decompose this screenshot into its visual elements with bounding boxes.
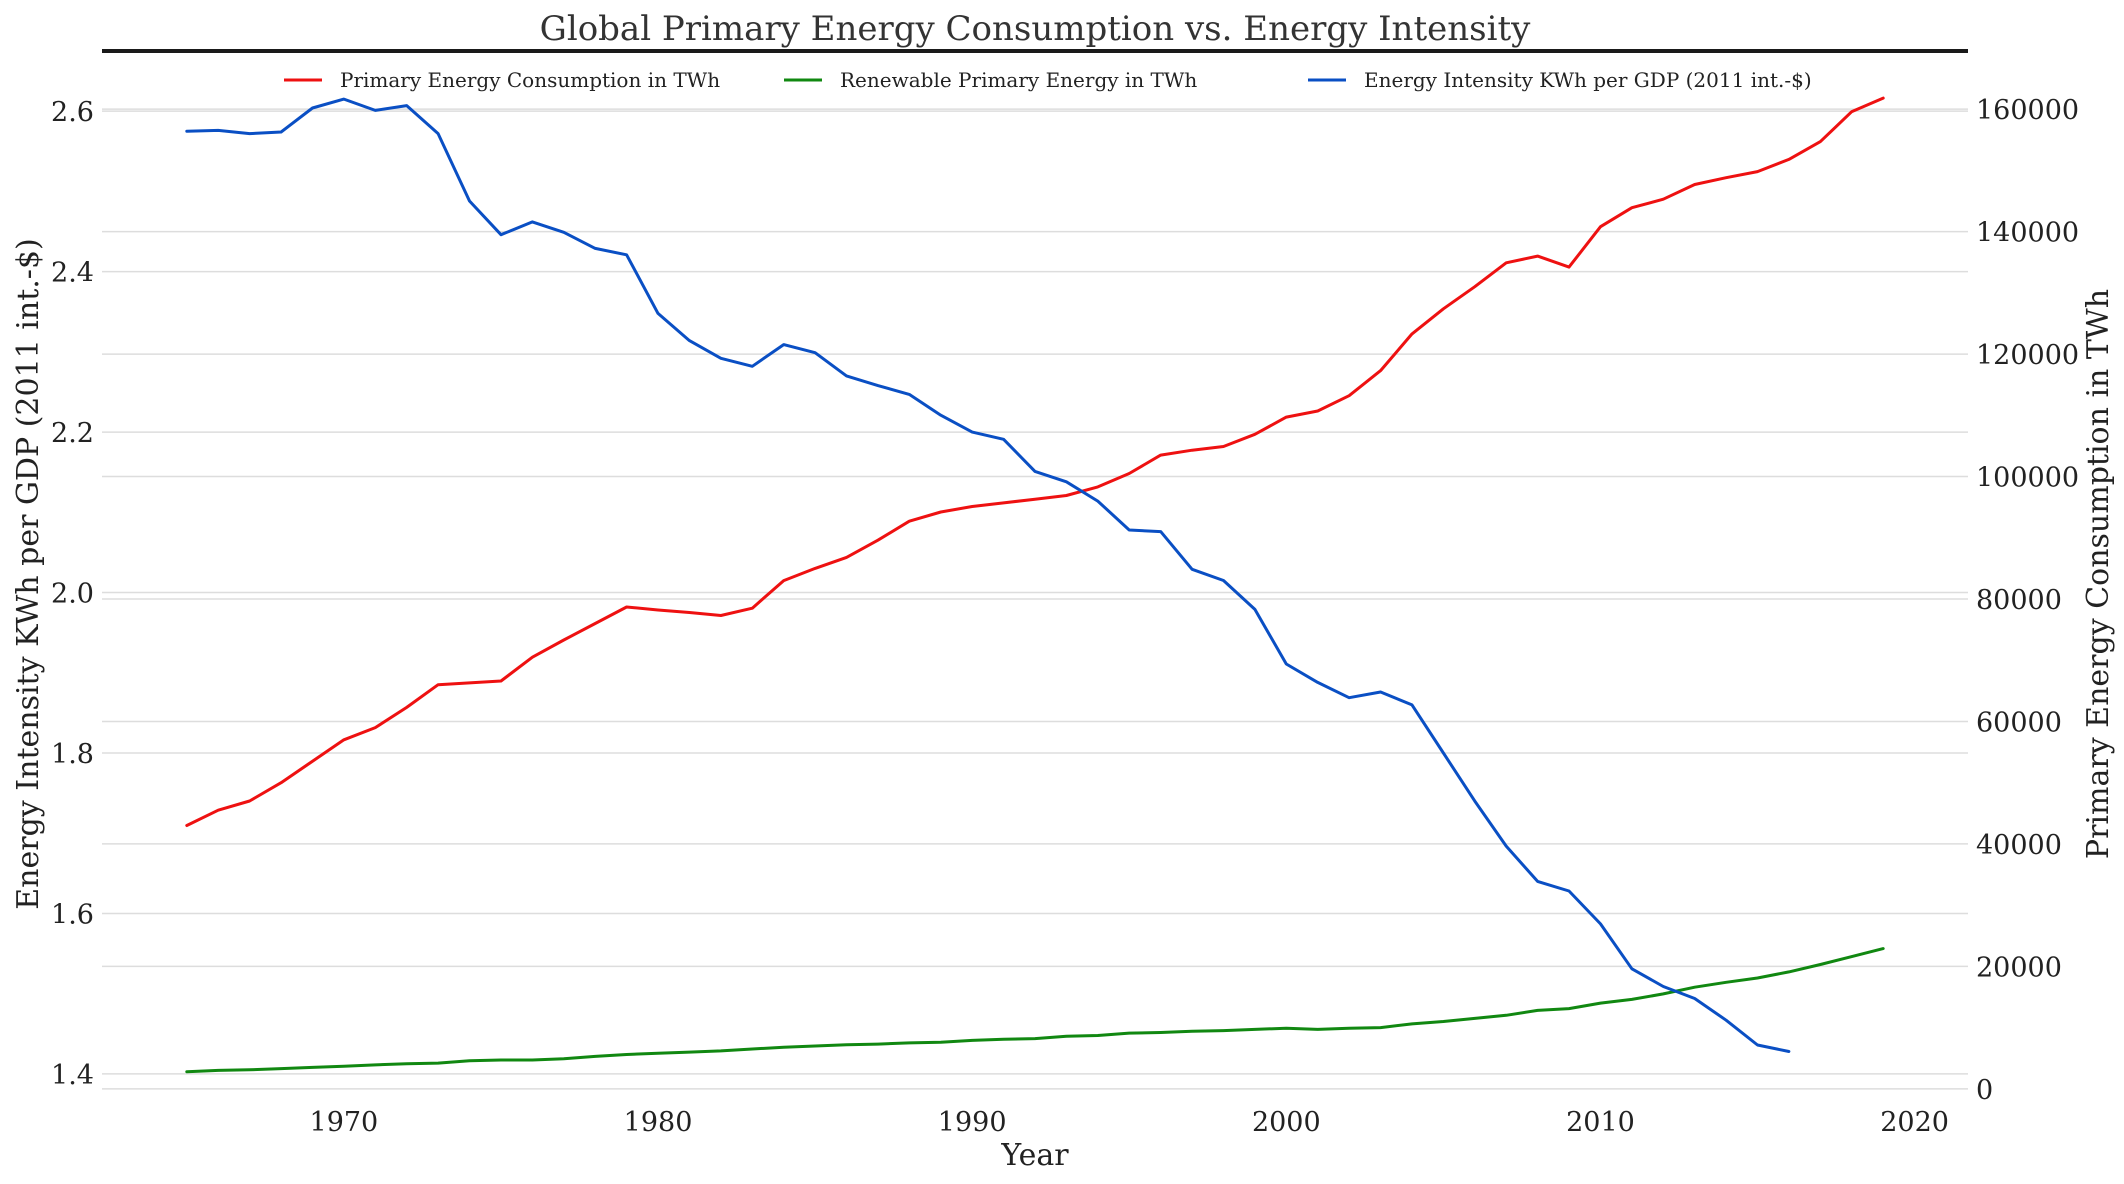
left-y-axis-label: Energy Intensity KWh per GDP (2011 int.-… bbox=[11, 238, 46, 909]
right-y-tick-6: 120000 bbox=[1976, 340, 2079, 371]
left-y-tick-2: 1.8 bbox=[51, 739, 94, 770]
right-gridlines bbox=[102, 108, 1968, 1090]
x-tick-2: 1990 bbox=[938, 1107, 1007, 1138]
left-y-tick-labels: 1.4 1.6 1.8 2.0 2.2 2.4 2.6 bbox=[51, 97, 94, 1091]
right-y-tick-7: 140000 bbox=[1976, 218, 2079, 249]
left-y-tick-1: 1.6 bbox=[51, 899, 94, 930]
right-y-tick-labels: 0 20000 40000 60000 80000 100000 120000 140000 1… bbox=[1976, 95, 2079, 1106]
x-tick-labels: 1970 1980 1990 2000 2010 2020 bbox=[310, 1107, 1949, 1138]
left-gridlines bbox=[102, 110, 1968, 1075]
left-y-tick-3: 2.0 bbox=[51, 579, 94, 610]
right-y-tick-1: 20000 bbox=[1976, 952, 2062, 983]
series-line-0 bbox=[185, 96, 1885, 827]
x-tick-0: 1970 bbox=[310, 1107, 379, 1138]
right-y-tick-4: 80000 bbox=[1976, 585, 2062, 616]
x-tick-5: 2020 bbox=[1880, 1107, 1949, 1138]
series-line-1 bbox=[185, 947, 1885, 1074]
left-y-tick-4: 2.2 bbox=[51, 418, 94, 449]
chart-title: Global Primary Energy Consumption vs. En… bbox=[540, 9, 1531, 49]
legend-label-2: Energy Intensity KWh per GDP (2011 int.-… bbox=[1364, 68, 1812, 92]
right-y-axis-label: Primary Energy Consumption in TWh bbox=[2081, 289, 2116, 859]
legend-label-0: Primary Energy Consumption in TWh bbox=[340, 68, 720, 92]
left-y-tick-0: 1.4 bbox=[51, 1060, 94, 1091]
left-y-tick-6: 2.6 bbox=[51, 97, 94, 128]
legend: Primary Energy Consumption in TWh Renewab… bbox=[284, 68, 1812, 92]
x-axis-label: Year bbox=[1000, 1138, 1069, 1173]
right-y-tick-0: 0 bbox=[1976, 1075, 1993, 1106]
right-y-tick-8: 160000 bbox=[1976, 95, 2079, 126]
x-tick-1: 1980 bbox=[624, 1107, 693, 1138]
x-tick-3: 2000 bbox=[1252, 1107, 1321, 1138]
x-tick-4: 2010 bbox=[1566, 1107, 1635, 1138]
series-layer bbox=[185, 96, 1885, 1074]
series-line-2 bbox=[185, 97, 1791, 1053]
right-y-tick-2: 40000 bbox=[1976, 830, 2062, 861]
left-y-tick-5: 2.4 bbox=[51, 258, 94, 289]
right-y-tick-5: 100000 bbox=[1976, 463, 2079, 494]
right-y-tick-3: 60000 bbox=[1976, 707, 2062, 738]
legend-label-1: Renewable Primary Energy in TWh bbox=[840, 68, 1197, 92]
